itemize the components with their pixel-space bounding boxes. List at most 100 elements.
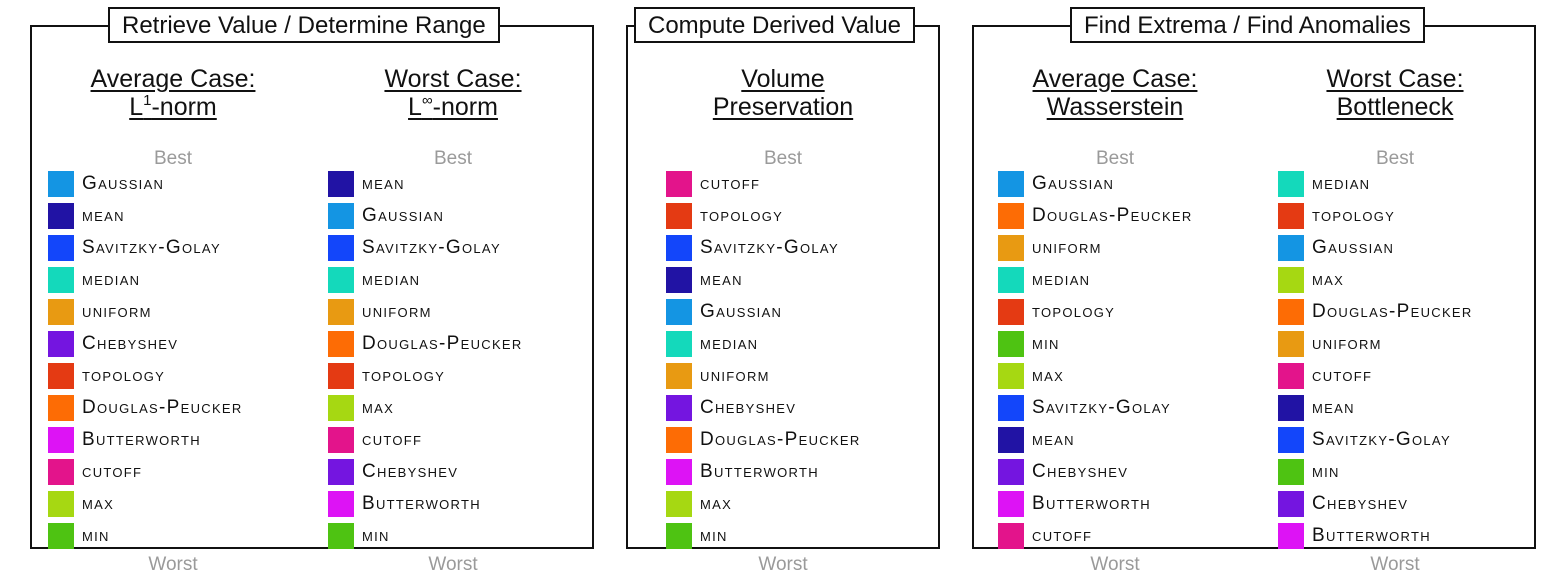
list-item: max: [666, 491, 916, 523]
list-item: min: [48, 523, 298, 555]
list-item: Douglas-Peucker: [328, 331, 578, 363]
item-label: max: [700, 493, 733, 514]
list-item: Butterworth: [1278, 523, 1528, 555]
list-item: cutoff: [1278, 363, 1528, 395]
item-label: topology: [1032, 301, 1116, 322]
best-label: Best: [153, 148, 193, 169]
color-swatch: [1278, 299, 1304, 325]
color-swatch: [328, 523, 354, 549]
list-item: max: [998, 363, 1248, 395]
norm-suffix: -norm: [432, 93, 498, 121]
item-label: cutoff: [700, 173, 761, 194]
item-label: median: [82, 269, 141, 290]
color-swatch: [666, 491, 692, 517]
column-title-line2: L1-norm: [48, 93, 298, 121]
color-swatch: [666, 267, 692, 293]
list-item: Douglas-Peucker: [666, 427, 916, 459]
item-label: uniform: [82, 301, 152, 322]
list-item: max: [328, 395, 578, 427]
column-title-line2: L∞-norm: [328, 93, 578, 121]
list-item: max: [48, 491, 298, 523]
list-item: median: [1278, 171, 1528, 203]
color-swatch: [666, 427, 692, 453]
item-label: Chebyshev: [362, 461, 459, 482]
worst-label: Worst: [1090, 554, 1140, 575]
item-label: Savitzky-Golay: [1312, 429, 1451, 450]
item-label: Savitzky-Golay: [1032, 397, 1171, 418]
color-swatch: [998, 267, 1024, 293]
item-label: Gaussian: [700, 301, 783, 322]
item-label: Gaussian: [82, 173, 165, 194]
list-item: uniform: [666, 363, 916, 395]
item-label: mean: [1312, 397, 1355, 418]
list-item: Savitzky-Golay: [666, 235, 916, 267]
norm-superscript: ∞: [421, 92, 433, 109]
item-label: median: [700, 333, 759, 354]
column-title-line2: Wasserstein: [1046, 93, 1184, 121]
color-swatch: [48, 171, 74, 197]
item-label: cutoff: [1312, 365, 1373, 386]
color-swatch: [666, 299, 692, 325]
list-item: Chebyshev: [998, 459, 1248, 491]
color-swatch: [666, 523, 692, 549]
item-label: max: [362, 397, 395, 418]
color-swatch: [1278, 491, 1304, 517]
column-title-line1: Average Case:: [1032, 65, 1198, 93]
color-swatch: [1278, 427, 1304, 453]
list-item: Savitzky-Golay: [998, 395, 1248, 427]
color-swatch: [328, 491, 354, 517]
list-item: Savitzky-Golay: [1278, 427, 1528, 459]
list-item: min: [328, 523, 578, 555]
list-item: mean: [48, 203, 298, 235]
color-swatch: [328, 427, 354, 453]
norm-suffix: -norm: [151, 93, 217, 121]
list-item: Butterworth: [328, 491, 578, 523]
color-swatch: [998, 235, 1024, 261]
panel-find-extrema: Find Extrema / Find Anomalies Average Ca…: [972, 7, 1536, 575]
item-label: mean: [700, 269, 743, 290]
item-label: Savitzky-Golay: [700, 237, 839, 258]
list-item: max: [1278, 267, 1528, 299]
item-label: Chebyshev: [1032, 461, 1129, 482]
column-title: Average Case: Wasserstein: [990, 65, 1240, 121]
item-label: Gaussian: [1312, 237, 1395, 258]
item-label: topology: [700, 205, 784, 226]
item-label: cutoff: [82, 461, 143, 482]
item-label: Gaussian: [362, 205, 445, 226]
item-label: Savitzky-Golay: [82, 237, 221, 258]
list-item: Douglas-Peucker: [998, 203, 1248, 235]
list-item: Butterworth: [666, 459, 916, 491]
item-label: Chebyshev: [82, 333, 179, 354]
item-label: Butterworth: [700, 461, 819, 482]
list-item: mean: [1278, 395, 1528, 427]
color-swatch: [1278, 171, 1304, 197]
list-item: uniform: [48, 299, 298, 331]
color-swatch: [328, 395, 354, 421]
color-swatch: [48, 267, 74, 293]
color-swatch: [328, 203, 354, 229]
list-item: uniform: [1278, 331, 1528, 363]
list-item: Savitzky-Golay: [328, 235, 578, 267]
color-swatch: [998, 459, 1024, 485]
item-label: mean: [82, 205, 125, 226]
list-item: Chebyshev: [1278, 491, 1528, 523]
color-swatch: [48, 523, 74, 549]
panel-title: Compute Derived Value: [634, 7, 916, 43]
list-item: Butterworth: [998, 491, 1248, 523]
list-item: mean: [666, 267, 916, 299]
color-swatch: [666, 171, 692, 197]
panel-compute-derived-value: Compute Derived Value Volume Preservatio…: [626, 7, 940, 575]
list-item: Gaussian: [328, 203, 578, 235]
worst-label: Worst: [758, 554, 808, 575]
list-item: uniform: [328, 299, 578, 331]
norm-superscript: 1: [143, 92, 152, 109]
column-title: Volume Preservation: [658, 65, 908, 121]
list-item: topology: [328, 363, 578, 395]
color-swatch: [998, 491, 1024, 517]
item-label: min: [700, 525, 728, 546]
list-item: topology: [1278, 203, 1528, 235]
panel-retrieve-value: Retrieve Value / Determine Range Average…: [30, 7, 594, 575]
column-title-line1: Average Case:: [90, 65, 256, 93]
list-item: mean: [328, 171, 578, 203]
item-label: Chebyshev: [1312, 493, 1409, 514]
